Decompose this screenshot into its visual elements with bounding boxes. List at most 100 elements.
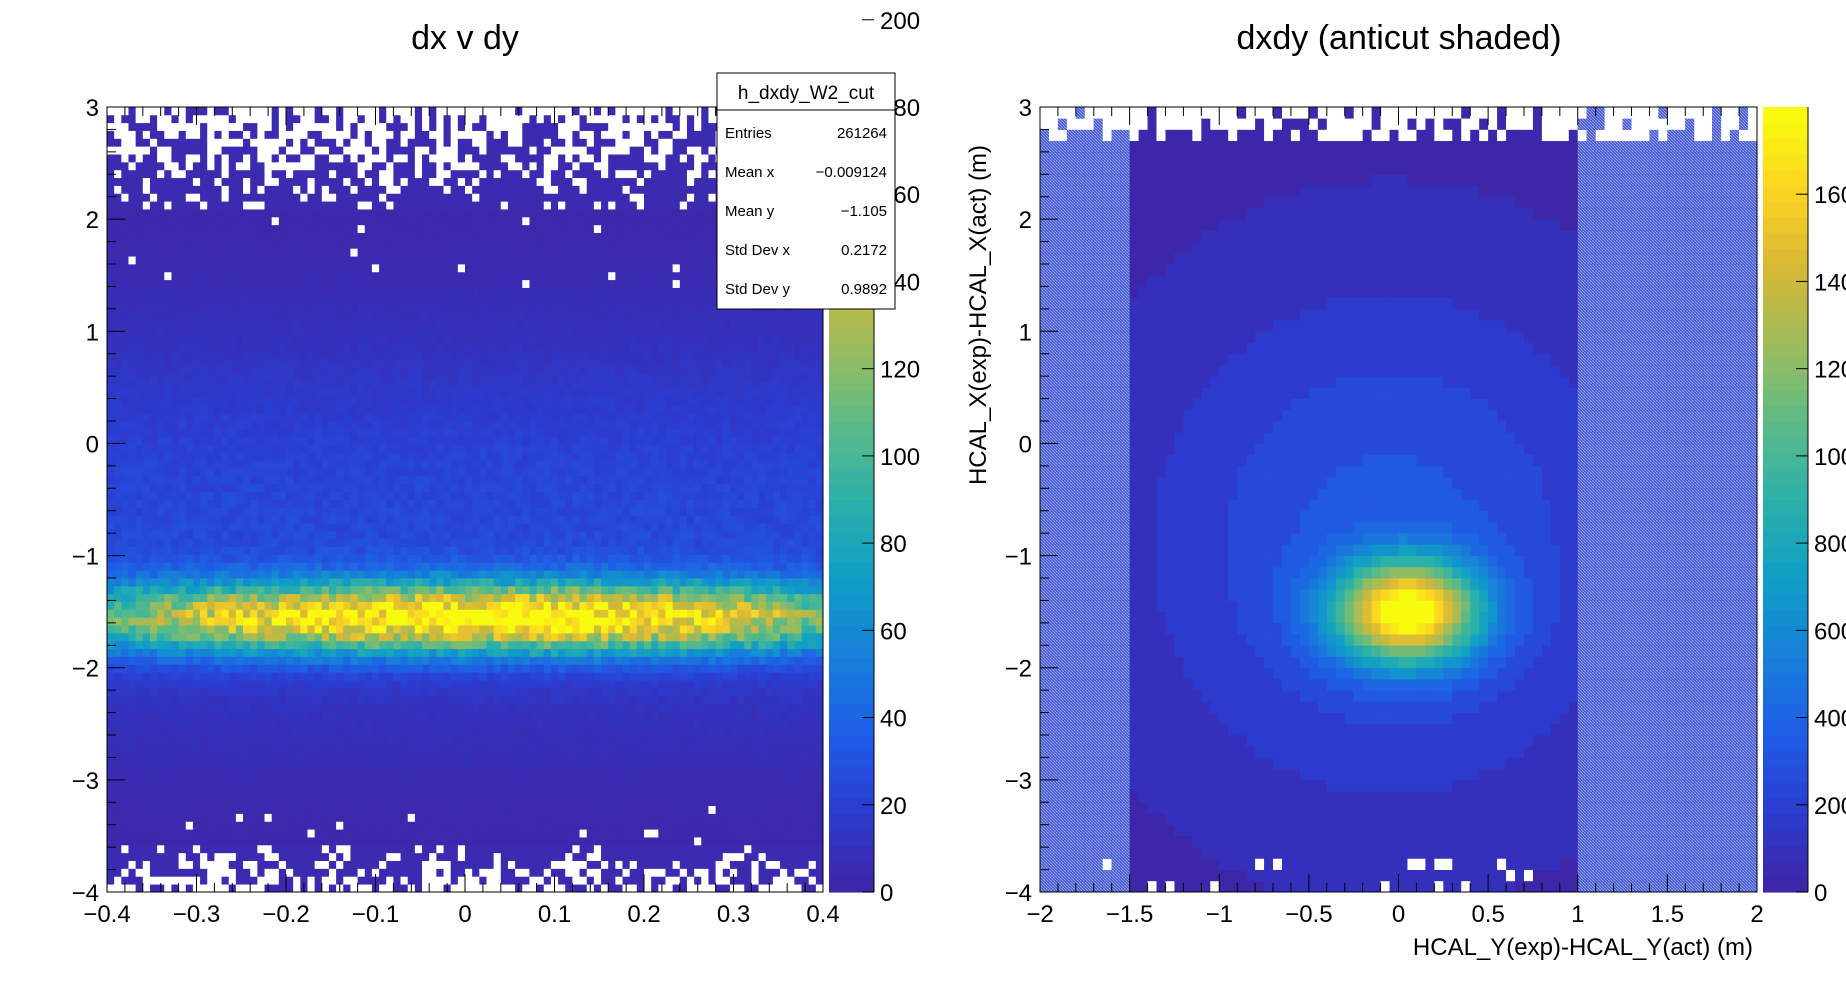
heatmap-bin bbox=[157, 326, 165, 336]
heatmap-bin bbox=[286, 766, 294, 775]
heatmap-bin bbox=[114, 884, 122, 893]
heatmap-bin bbox=[157, 475, 165, 485]
heatmap-bin bbox=[149, 405, 158, 414]
heatmap-bin bbox=[250, 491, 258, 500]
heatmap-bin bbox=[386, 711, 394, 720]
heatmap-bin bbox=[142, 475, 151, 485]
heatmap-bin bbox=[300, 216, 308, 226]
heatmap-bin bbox=[414, 334, 423, 343]
heatmap-bin bbox=[436, 680, 444, 689]
heatmap-bin bbox=[436, 460, 444, 469]
heatmap-bin bbox=[386, 829, 394, 838]
heatmap-bin bbox=[264, 240, 273, 249]
heatmap-bin bbox=[357, 177, 366, 186]
heatmap-bin bbox=[357, 318, 366, 328]
heatmap-bin bbox=[192, 585, 201, 595]
heatmap-bin bbox=[386, 436, 394, 445]
heatmap-bin bbox=[379, 546, 387, 555]
heatmap-bin bbox=[293, 766, 301, 775]
heatmap-bin bbox=[250, 562, 258, 571]
heatmap-bin bbox=[393, 177, 401, 186]
heatmap-bin bbox=[328, 232, 337, 241]
heatmap-bin bbox=[321, 209, 330, 218]
heatmap-bin bbox=[271, 256, 280, 265]
heatmap-bin bbox=[407, 821, 416, 830]
heatmap-bin bbox=[336, 169, 344, 179]
heatmap-bin bbox=[286, 460, 294, 469]
heatmap-bin bbox=[149, 742, 158, 752]
heatmap-bin bbox=[407, 209, 416, 218]
heatmap-bin bbox=[407, 428, 416, 438]
heatmap-bin bbox=[386, 656, 394, 665]
heatmap-bin bbox=[400, 161, 409, 171]
heatmap-bin bbox=[429, 554, 437, 563]
heatmap-bin bbox=[171, 774, 179, 783]
heatmap-bin bbox=[178, 664, 187, 673]
heatmap-bin bbox=[207, 656, 215, 665]
heatmap-bin bbox=[200, 421, 208, 430]
heatmap-bin bbox=[107, 452, 115, 461]
heatmap-bin bbox=[393, 805, 401, 814]
heatmap-bin bbox=[171, 562, 179, 571]
heatmap-bin bbox=[371, 295, 380, 304]
heatmap-bin bbox=[429, 687, 437, 697]
heatmap-bin bbox=[422, 782, 430, 791]
heatmap-bin bbox=[192, 358, 201, 367]
heatmap-bin bbox=[149, 271, 158, 281]
heatmap-bin bbox=[293, 735, 301, 744]
heatmap-bin bbox=[286, 789, 294, 799]
heatmap-bin bbox=[207, 625, 215, 634]
heatmap-bin bbox=[149, 625, 158, 634]
heatmap-bin bbox=[192, 578, 201, 587]
heatmap-bin bbox=[336, 303, 344, 312]
heatmap-bin bbox=[135, 680, 144, 689]
heatmap-bin bbox=[436, 578, 444, 587]
heatmap-bin bbox=[443, 813, 452, 822]
heatmap-bin bbox=[271, 640, 280, 650]
heatmap-bin bbox=[192, 680, 201, 689]
heatmap-bin bbox=[250, 711, 258, 720]
heatmap-bin bbox=[164, 185, 172, 194]
heatmap-bin bbox=[443, 530, 452, 540]
heatmap-bin bbox=[157, 868, 165, 877]
heatmap-bin bbox=[379, 279, 387, 288]
chart-title: dx v dy bbox=[411, 19, 519, 57]
heatmap-bin bbox=[271, 735, 280, 744]
heatmap-bin bbox=[128, 232, 137, 241]
heatmap-bin bbox=[228, 216, 237, 226]
heatmap-bin bbox=[293, 318, 301, 328]
heatmap-bin bbox=[364, 711, 373, 720]
heatmap-bin bbox=[393, 138, 401, 147]
heatmap-bin bbox=[200, 295, 208, 304]
heatmap-bin bbox=[314, 680, 323, 689]
heatmap-bin bbox=[336, 507, 344, 516]
heatmap-bin bbox=[328, 122, 337, 131]
heatmap-bin bbox=[121, 844, 129, 854]
heatmap-bin bbox=[386, 444, 394, 453]
heatmap-bin bbox=[107, 860, 115, 869]
heatmap-bin bbox=[185, 114, 194, 124]
heatmap-bin bbox=[135, 554, 144, 563]
heatmap-bin bbox=[157, 185, 165, 194]
heatmap-bin bbox=[221, 876, 230, 885]
heatmap-bin bbox=[371, 224, 380, 233]
heatmap-bin bbox=[235, 687, 244, 697]
heatmap-bin bbox=[379, 609, 387, 618]
heatmap-bin bbox=[149, 632, 158, 642]
heatmap-bin bbox=[278, 797, 287, 807]
heatmap-bin bbox=[336, 593, 344, 602]
heatmap-bin bbox=[192, 766, 201, 775]
heatmap-bin bbox=[422, 161, 430, 171]
heatmap-bin bbox=[157, 334, 165, 343]
heatmap-bin bbox=[379, 350, 387, 359]
heatmap-bin bbox=[307, 499, 316, 508]
heatmap-bin bbox=[221, 295, 230, 304]
heatmap-bin bbox=[364, 326, 373, 336]
heatmap-bin bbox=[393, 538, 401, 547]
heatmap-bin bbox=[328, 326, 337, 336]
heatmap-bin bbox=[257, 444, 265, 453]
heatmap-bin bbox=[357, 578, 366, 587]
heatmap-bin bbox=[328, 860, 337, 869]
heatmap-bin bbox=[379, 468, 387, 477]
heatmap-bin bbox=[121, 154, 129, 163]
